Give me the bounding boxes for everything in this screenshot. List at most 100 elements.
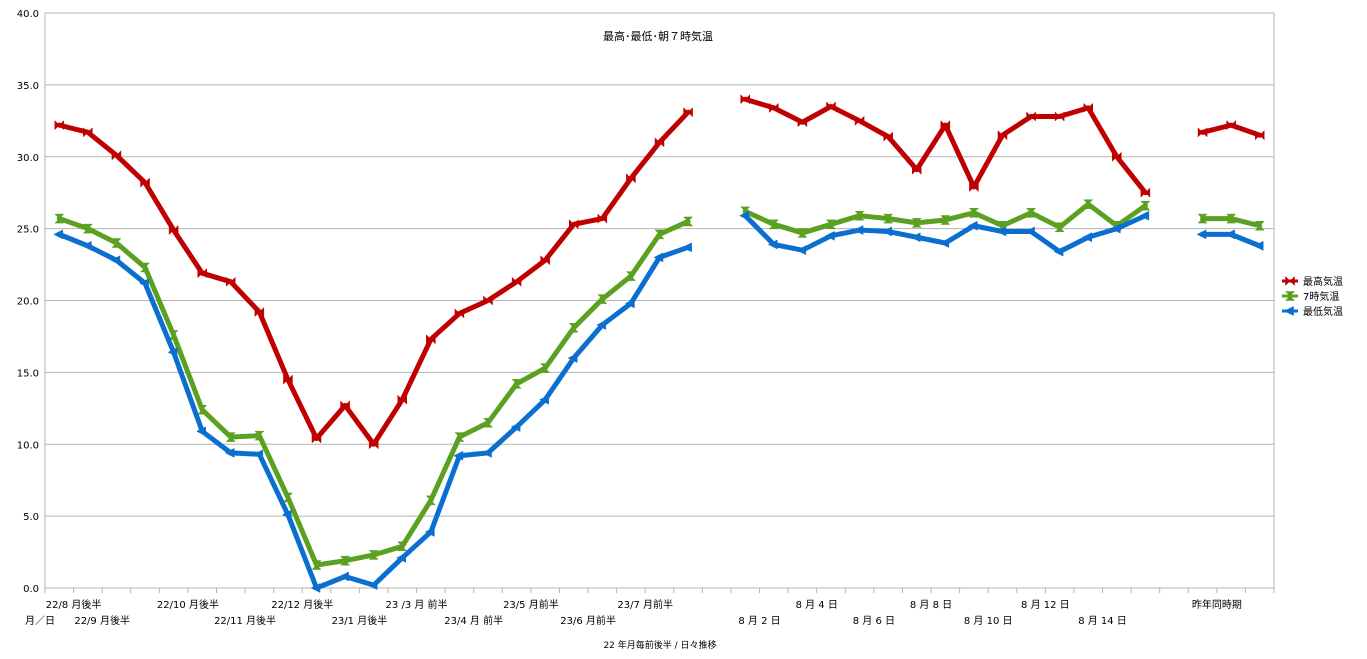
data-point	[453, 450, 464, 461]
data-point	[368, 550, 379, 560]
data-point	[969, 181, 979, 193]
data-point	[654, 137, 665, 148]
data-point	[340, 400, 350, 411]
data-point	[167, 347, 178, 358]
x-axis-prefix-label: 月／日	[25, 615, 55, 627]
data-point	[1197, 127, 1208, 138]
labels: 0.0 5.0 10.0 15.0 20.0 25.0 30.0 35.0 40.0 22/8 月…	[17, 9, 1242, 627]
data-point	[82, 223, 93, 234]
data-point	[454, 432, 465, 442]
data-point	[567, 353, 578, 363]
data-point	[196, 426, 206, 437]
data-point	[1054, 222, 1065, 232]
data-point	[54, 120, 65, 131]
data-point	[111, 238, 122, 248]
data-point	[1226, 213, 1237, 224]
x-tick-label: 22/11 月後半	[214, 614, 276, 627]
data-point	[1197, 213, 1208, 224]
data-point	[996, 226, 1007, 237]
x-tick-label: 23 /3 月 前半	[386, 598, 448, 611]
x-tick-label: 23/6 月前半	[560, 614, 616, 627]
x-tick-label: 8 月 4 日	[796, 599, 838, 611]
legend-entry: 最高気温	[1282, 275, 1343, 288]
data-point	[83, 127, 93, 138]
axes	[44, 13, 1275, 593]
series-line	[742, 96, 1148, 196]
data-point	[1053, 246, 1064, 257]
data-point	[1140, 187, 1151, 198]
data-point	[510, 422, 521, 432]
data-point	[340, 555, 351, 566]
data-point	[425, 495, 436, 506]
data-point	[139, 262, 151, 273]
data-point	[825, 219, 837, 230]
data-point	[1285, 275, 1295, 287]
legend-label: 7時気温	[1303, 290, 1339, 303]
data-point	[540, 255, 550, 266]
data-point	[397, 541, 408, 552]
x-tick-label: 22/12 月後半	[271, 598, 333, 611]
data-point	[797, 117, 808, 128]
data-point	[311, 560, 322, 570]
data-point	[997, 130, 1008, 141]
data-point	[824, 230, 835, 241]
legend-label: 最高気温	[1303, 275, 1343, 288]
legend-entry: 7時気温	[1282, 290, 1339, 303]
chart-title: 最高･最低･朝７時気温	[603, 29, 713, 43]
data-point	[138, 278, 149, 289]
data-point	[1082, 232, 1092, 243]
x-tick-label: 22/10 月後半	[157, 598, 219, 611]
data-point	[939, 238, 950, 248]
x-tick-label: 23/5 月前半	[503, 598, 559, 611]
data-point	[569, 219, 579, 230]
x-tick-label: 8 月 10 日	[964, 615, 1013, 627]
data-point	[81, 240, 92, 251]
data-point	[539, 394, 549, 405]
data-point	[311, 433, 322, 444]
data-point	[540, 363, 551, 373]
grid	[45, 12, 1274, 589]
data-point	[254, 430, 265, 441]
data-point	[454, 308, 465, 319]
data-point	[940, 215, 951, 225]
y-tick-label: 20.0	[17, 297, 39, 308]
data-point	[797, 228, 808, 238]
y-tick-label: 5.0	[23, 512, 39, 523]
data-point	[281, 509, 292, 520]
series	[53, 94, 1265, 593]
data-point	[768, 219, 779, 230]
data-point	[1139, 210, 1150, 221]
data-point	[624, 298, 635, 309]
data-point	[140, 177, 150, 188]
data-point	[1025, 208, 1037, 218]
data-point	[282, 492, 294, 503]
data-point	[1083, 102, 1093, 113]
data-point	[911, 164, 922, 175]
data-point	[1253, 240, 1264, 251]
x-tick-label: 22/9 月後半	[74, 614, 130, 627]
y-tick-label: 0.0	[23, 584, 39, 595]
data-point	[1054, 111, 1065, 122]
data-point	[511, 276, 522, 287]
data-point	[1026, 111, 1036, 122]
data-point	[54, 213, 65, 224]
y-tick-label: 30.0	[17, 153, 39, 164]
x-tick-label: 23/7 月前半	[617, 598, 673, 611]
data-point	[626, 173, 636, 184]
x-tick-label: 23/4 月 前半	[444, 614, 503, 627]
data-point	[883, 213, 894, 224]
data-point	[625, 271, 637, 281]
data-point	[396, 552, 407, 563]
data-point	[1254, 130, 1265, 141]
data-point	[481, 447, 492, 458]
data-point	[511, 379, 522, 389]
x-tick-label: 8 月 8 日	[910, 599, 952, 611]
data-point	[826, 101, 836, 112]
series-1	[54, 94, 1265, 450]
data-point	[1196, 229, 1207, 240]
series-line	[56, 216, 691, 568]
data-point	[168, 330, 179, 340]
